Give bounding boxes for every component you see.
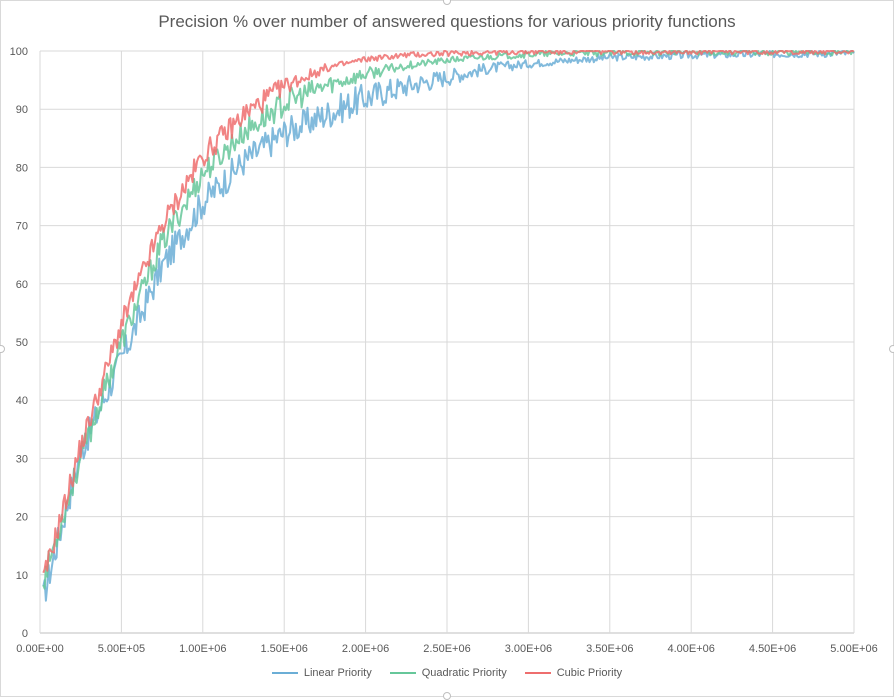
y-tick-label: 70 bbox=[16, 221, 28, 233]
x-tick-label: 5.00E+06 bbox=[830, 643, 877, 655]
y-tick-label: 60 bbox=[16, 279, 28, 291]
legend-item[interactable]: Quadratic Priority bbox=[389, 667, 507, 679]
x-tick-label: 0.00E+00 bbox=[16, 643, 63, 655]
x-tick-label: 4.00E+06 bbox=[667, 643, 714, 655]
chart-title: Precision % over number of answered ques… bbox=[158, 12, 736, 31]
x-tick-label: 2.50E+06 bbox=[423, 643, 470, 655]
y-tick-label: 90 bbox=[16, 104, 28, 116]
resize-handle-right[interactable] bbox=[889, 345, 894, 353]
y-tick-label: 80 bbox=[16, 162, 28, 174]
legend-item[interactable]: Cubic Priority bbox=[524, 667, 623, 679]
linear-priority-line bbox=[42, 50, 855, 602]
y-tick-label: 20 bbox=[16, 512, 28, 524]
y-tick-label: 10 bbox=[16, 570, 28, 582]
x-tick-label: 3.00E+06 bbox=[505, 643, 552, 655]
x-tick-label: 1.50E+06 bbox=[260, 643, 307, 655]
resize-handle-top[interactable] bbox=[443, 0, 451, 5]
x-tick-label: 1.00E+06 bbox=[179, 643, 226, 655]
legend-swatch bbox=[389, 672, 416, 674]
quadratic-priority-line bbox=[42, 50, 855, 590]
y-tick-label: 0 bbox=[22, 628, 28, 640]
x-tick-label: 2.00E+06 bbox=[342, 643, 389, 655]
cubic-priority-line bbox=[42, 50, 855, 574]
x-tick-label: 4.50E+06 bbox=[749, 643, 796, 655]
y-tick-label: 100 bbox=[10, 46, 28, 58]
legend-label: Linear Priority bbox=[303, 667, 372, 679]
legend-label: Cubic Priority bbox=[556, 667, 623, 679]
resize-handle-left[interactable] bbox=[0, 345, 5, 353]
x-tick-label: 5.00E+05 bbox=[98, 643, 145, 655]
y-tick-label: 30 bbox=[16, 453, 28, 465]
legend-swatch bbox=[524, 672, 551, 674]
y-tick-label: 50 bbox=[16, 337, 28, 349]
legend: Linear Priority Quadratic Priority Cubic P… bbox=[0, 667, 894, 679]
legend-swatch bbox=[271, 672, 298, 674]
legend-label: Quadratic Priority bbox=[421, 667, 507, 679]
x-tick-label: 3.50E+06 bbox=[586, 643, 633, 655]
y-tick-label: 40 bbox=[16, 395, 28, 407]
legend-item[interactable]: Linear Priority bbox=[271, 667, 372, 679]
